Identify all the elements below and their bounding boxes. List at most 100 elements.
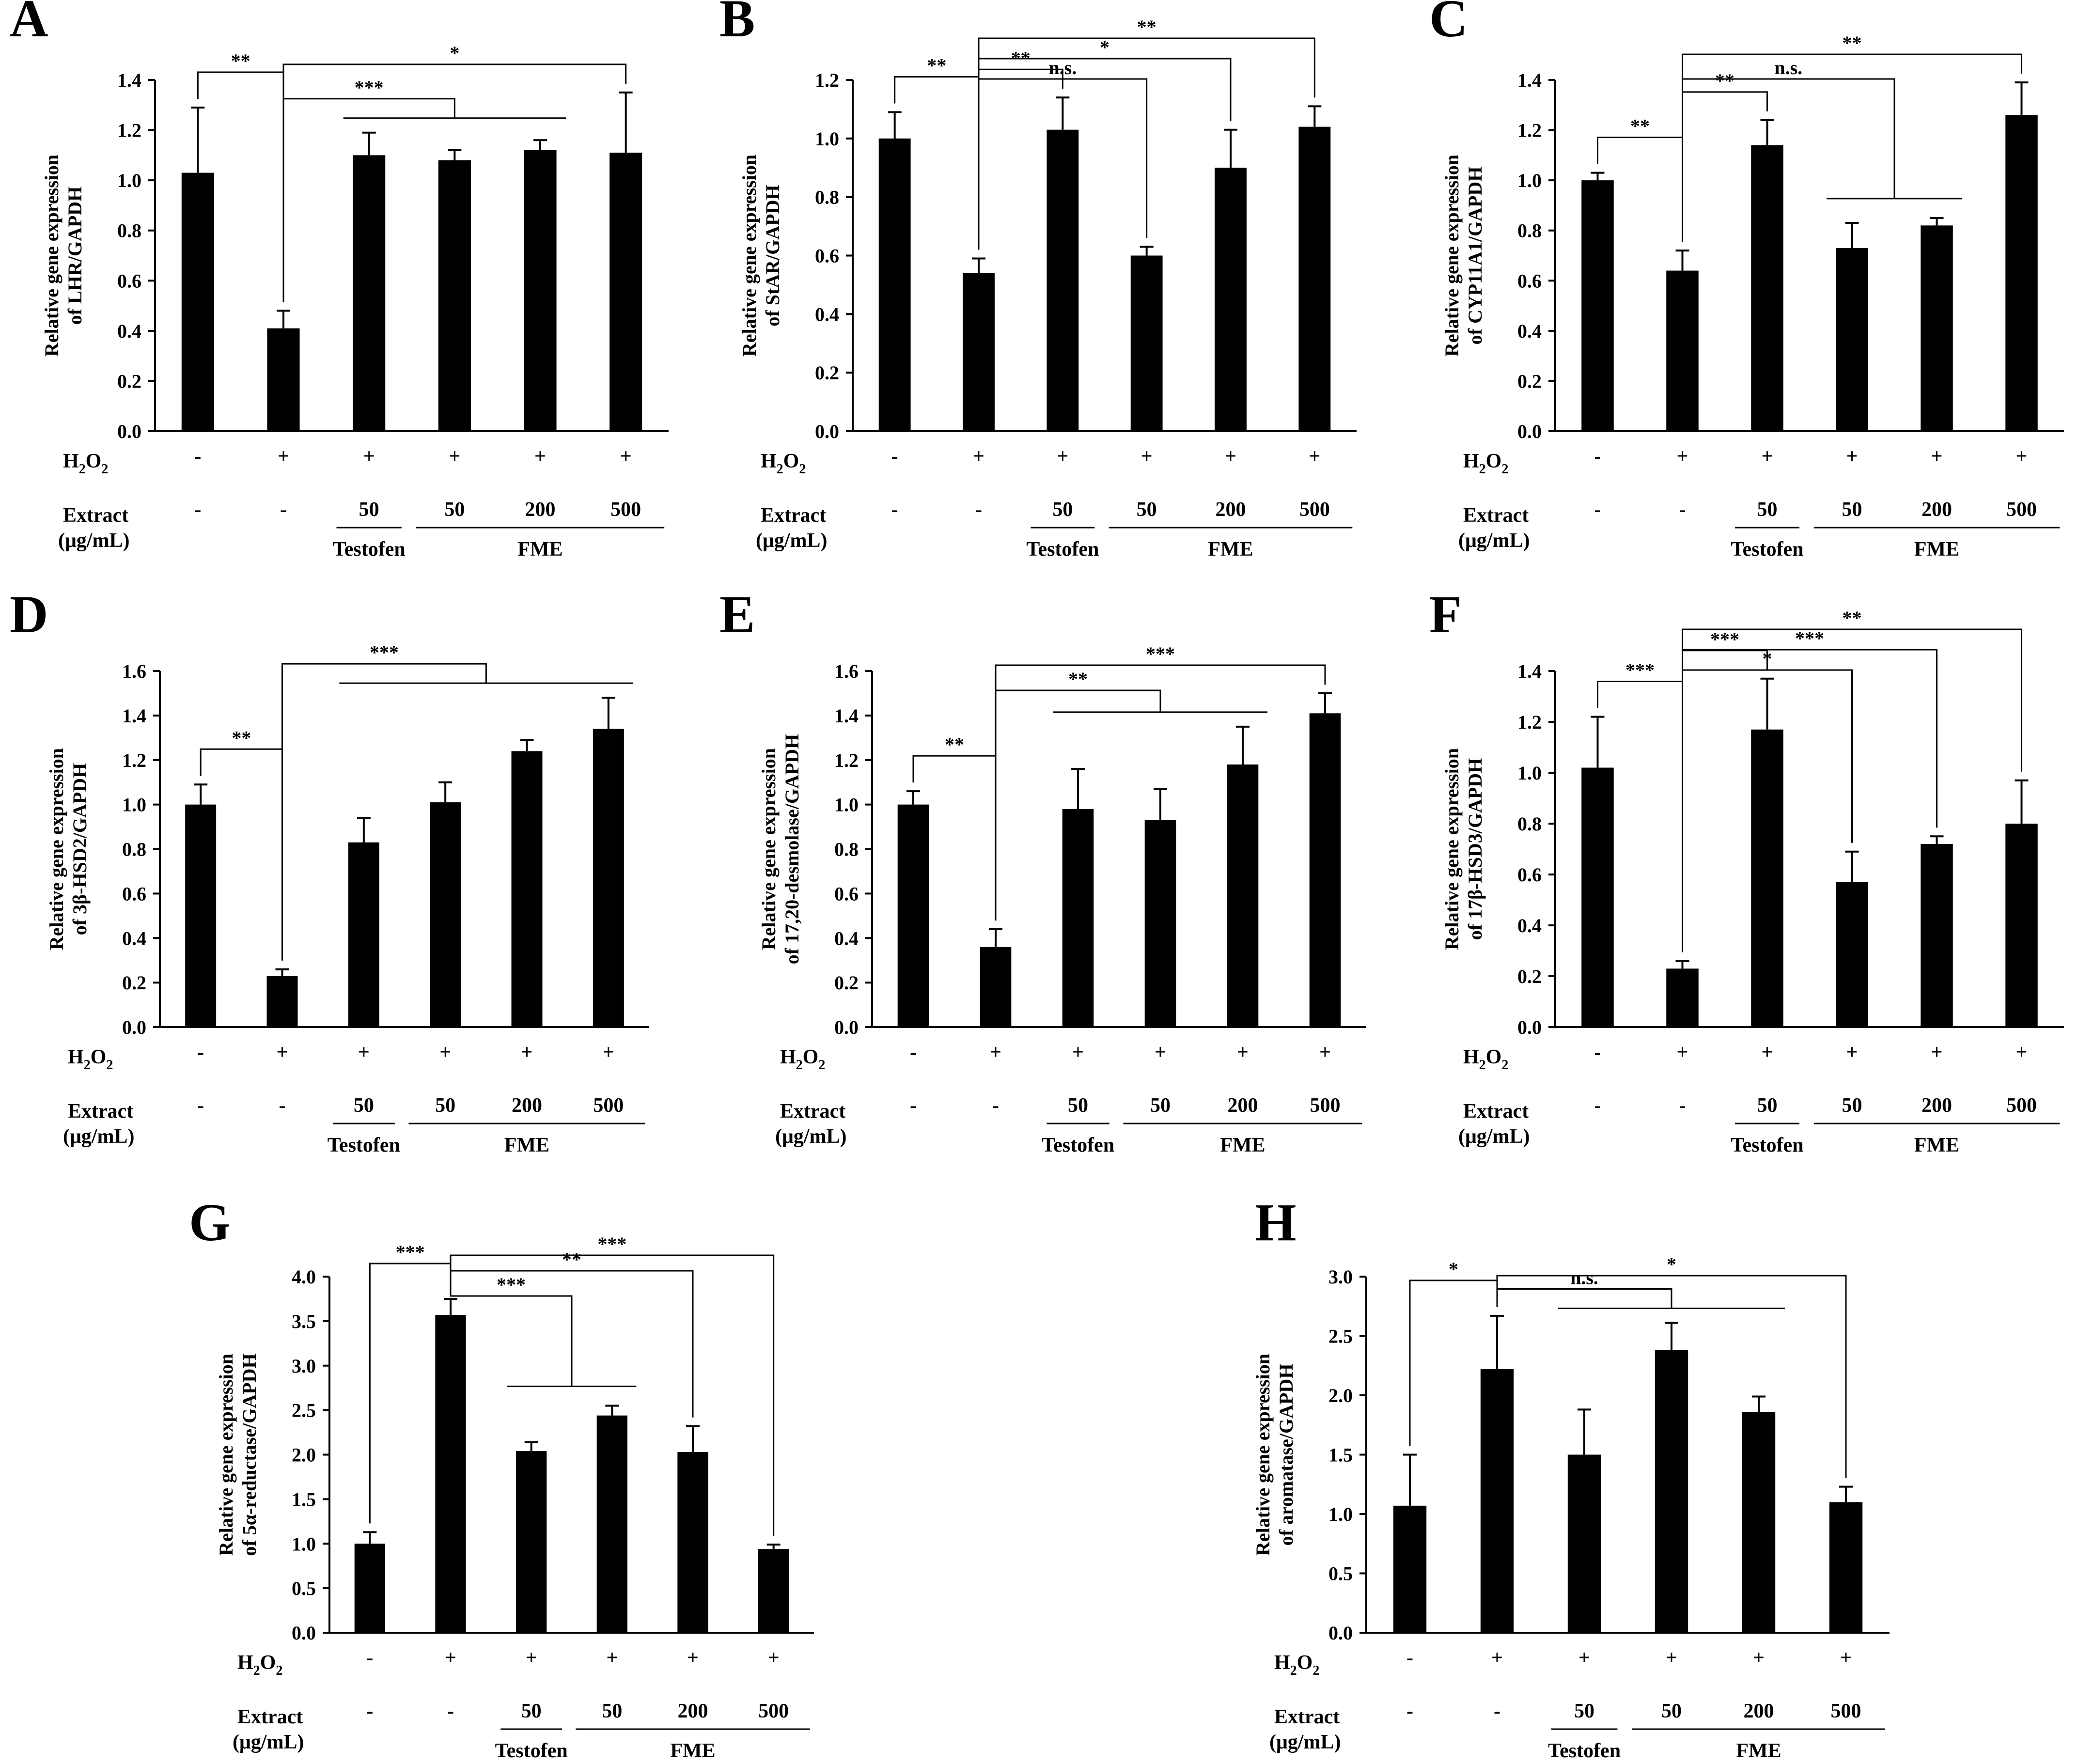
chart-panel-c: C 0.0 0.2 0.4 0.6 0.8 1.0 1.2 1.4 Relative gene e…: [1429, 0, 2064, 561]
extract-row-label: Extract: [1463, 1100, 1529, 1123]
h2o2-sign: +: [606, 1647, 618, 1669]
fme-group-label: FME: [517, 538, 562, 561]
significance-bracket: *: [1496, 1253, 1847, 1478]
significance-label: ***: [1710, 628, 1739, 650]
bracket-line: [1496, 1288, 1672, 1309]
h2o2-sign: -: [891, 445, 898, 468]
y-tick-label: 3.0: [1328, 1266, 1353, 1288]
extract-value: 500: [2006, 1094, 2037, 1117]
extract-value: 50: [1137, 499, 1157, 521]
extract-value: 50: [1842, 499, 1862, 521]
fme-group-label: FME: [1914, 1134, 1959, 1156]
significance-bracket: ***: [450, 1274, 637, 1387]
y-tick-label: 0.2: [815, 362, 839, 384]
h2o2-sign: +: [1578, 1647, 1590, 1669]
bar: [1215, 168, 1247, 431]
bar: [353, 155, 386, 431]
significance-bracket: **: [1682, 32, 2022, 242]
bar: [1581, 767, 1614, 1027]
h2o2-sign: +: [1141, 445, 1153, 468]
extract-value: 50: [1661, 1700, 1682, 1722]
bar: [1581, 180, 1614, 432]
bracket-line: [1682, 649, 1937, 952]
bar: [1921, 225, 1953, 431]
y-axis-label: Relative gene expression of LHR/GAPDH: [41, 155, 86, 357]
panel-label: A: [10, 0, 48, 48]
extract-value: 500: [1299, 499, 1330, 521]
y-tick-label: 0.0: [292, 1622, 316, 1644]
h2o2-sign: +: [1319, 1041, 1331, 1063]
h2o2-sign: +: [1666, 1647, 1677, 1669]
h2o2-sign: +: [2016, 445, 2028, 468]
y-tick-label: 1.0: [1517, 170, 1542, 191]
extract-unit-label: (μg/mL): [1458, 1125, 1530, 1148]
extract-value: 50: [435, 1094, 455, 1117]
testofen-group-label: Testofen: [1731, 538, 1803, 561]
extract-value: 200: [512, 1094, 542, 1117]
h2o2-sign: +: [2016, 1041, 2028, 1063]
bar: [1144, 820, 1176, 1027]
bar: [1921, 844, 1953, 1027]
extract-value: -: [1594, 499, 1601, 521]
fme-group-label: FME: [504, 1134, 549, 1156]
extract-value: -: [1679, 1094, 1686, 1117]
extract-value: 500: [2006, 499, 2037, 521]
testofen-group-label: Testofen: [328, 1134, 400, 1156]
bar: [1130, 255, 1163, 431]
extract-value: 500: [1310, 1094, 1341, 1117]
bracket-line: [1682, 53, 2022, 242]
y-tick-label: 2.0: [1328, 1385, 1353, 1406]
h2o2-sign: +: [603, 1041, 614, 1063]
h2o2-sign: +: [990, 1041, 1001, 1063]
extract-value: 200: [525, 499, 556, 521]
extract-row-label: Extract: [761, 504, 826, 527]
y-tick-label: 1.5: [1328, 1444, 1353, 1466]
h2o2-sign: +: [1931, 445, 1943, 468]
bar: [348, 842, 379, 1027]
h2o2-sign: +: [1309, 445, 1320, 468]
h2o2-sign: +: [1225, 445, 1236, 468]
y-tick-label: 0.6: [122, 883, 146, 905]
y-tick-label: 0.8: [1517, 813, 1542, 835]
bar: [980, 947, 1012, 1027]
h2o2-row-label: H2O2: [63, 450, 108, 477]
chart-panel-g: G 0.0 0.5 1.0 1.5 2.0 2.5 3.0 3.5 4.0 Relative gen…: [189, 1193, 814, 1762]
h2o2-sign: -: [1594, 1041, 1601, 1063]
h2o2-sign: +: [1057, 445, 1068, 468]
y-tick-label: 0.8: [815, 187, 839, 208]
y-tick-label: 3.0: [292, 1355, 316, 1377]
y-tick-label: 0.0: [1517, 421, 1542, 442]
y-tick-label: 1.6: [122, 660, 146, 682]
h2o2-sign: +: [1072, 1041, 1084, 1063]
bracket-line: [450, 1254, 775, 1536]
y-tick-label: 1.0: [834, 794, 859, 816]
y-axis-label-line2: of 17β-HSD3/GAPDH: [1464, 758, 1486, 940]
extract-value: 500: [1831, 1700, 1861, 1722]
panel-label: E: [719, 585, 755, 644]
testofen-group-label: Testofen: [495, 1740, 568, 1762]
bar: [435, 1315, 466, 1633]
y-tick-label: 0.0: [1328, 1622, 1353, 1644]
extract-value: 50: [1842, 1094, 1862, 1117]
significance-bracket: ***: [450, 1233, 775, 1536]
y-tick-label: 0.2: [834, 972, 859, 994]
y-tick-label: 0.0: [815, 421, 839, 442]
extract-value: 50: [1757, 499, 1778, 521]
significance-label: **: [945, 734, 964, 755]
y-axis-label: Relative gene expression of 17,20-desmola…: [758, 734, 803, 965]
bar: [596, 1415, 627, 1633]
significance-bracket: *: [282, 42, 627, 302]
extract-value: -: [1679, 499, 1686, 521]
h2o2-sign: -: [366, 1647, 373, 1669]
panel-label: F: [1429, 585, 1462, 644]
y-tick-label: 0.4: [1517, 320, 1542, 342]
y-tick-label: 0.8: [122, 839, 146, 860]
bar: [677, 1452, 708, 1633]
y-axis-label-line2: of CYP11A1/GAPDH: [1464, 167, 1486, 345]
bar: [1393, 1505, 1427, 1633]
y-axis-label: Relative gene expression of 5α-reductase/…: [215, 1353, 260, 1556]
bar: [1655, 1350, 1688, 1633]
bar: [524, 150, 557, 431]
extract-row-label: Extract: [63, 504, 128, 527]
significance-label: ***: [1146, 643, 1175, 665]
